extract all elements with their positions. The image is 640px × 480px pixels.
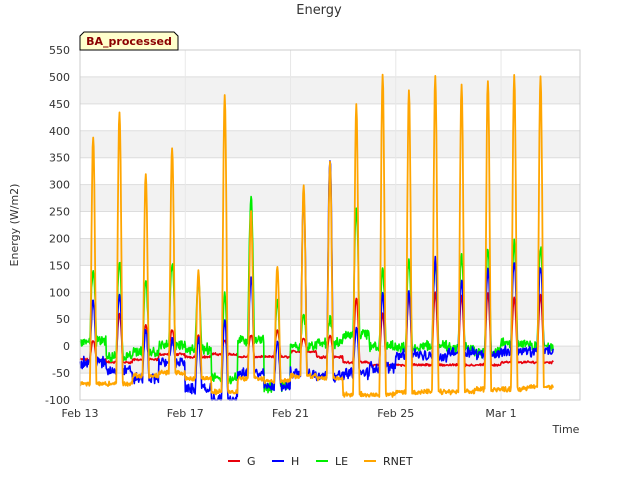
y-tick-label: 200 <box>49 232 70 245</box>
y-tick-label: 50 <box>56 313 70 326</box>
series-line-rnet <box>79 73 554 398</box>
y-axis: -100 -50 0 50 100 150 200 250 300 350 400 450 500 550 <box>45 44 70 407</box>
y-tick-label: 300 <box>49 179 70 192</box>
legend-label-g: G <box>247 455 256 468</box>
x-tick-label: Feb 17 <box>167 407 204 420</box>
legend-label-h: H <box>291 455 299 468</box>
processed-badge: BA_processed <box>79 31 179 51</box>
y-tick-label: 100 <box>49 286 70 299</box>
y-tick-label: 0 <box>63 340 70 353</box>
x-tick-label: Feb 25 <box>377 407 414 420</box>
legend-label-le: LE <box>335 455 348 468</box>
grid-band <box>80 292 580 320</box>
grid-band <box>80 238 580 266</box>
y-tick-label: 350 <box>49 152 70 165</box>
grid-band <box>80 76 580 104</box>
series-line-h <box>79 160 554 401</box>
y-tick-label: 250 <box>49 206 70 219</box>
y-tick-label: 450 <box>49 98 70 111</box>
x-tick-label: Mar 1 <box>485 407 516 420</box>
x-tick-label: Feb 21 <box>272 407 309 420</box>
x-tick-label: Feb 13 <box>62 407 99 420</box>
legend: G H LE RNET <box>228 455 413 468</box>
legend-label-rnet: RNET <box>383 455 413 468</box>
chart-title: Energy <box>296 3 342 18</box>
y-tick-label: 400 <box>49 125 70 138</box>
y-tick-label: -50 <box>52 367 70 380</box>
series-lines <box>79 73 554 401</box>
x-axis: Feb 13 Feb 17 Feb 21 Feb 25 Mar 1 <box>62 407 517 420</box>
y-axis-label: Energy (W/m2) <box>8 184 21 267</box>
y-tick-label: -100 <box>45 394 70 407</box>
badge-label: BA_processed <box>86 35 172 48</box>
y-tick-label: 150 <box>49 259 70 272</box>
y-tick-label: 500 <box>49 71 70 84</box>
grid-band <box>80 130 580 158</box>
y-tick-label: 550 <box>49 44 70 57</box>
x-axis-label: Time <box>552 423 580 436</box>
plot-border <box>79 49 581 401</box>
